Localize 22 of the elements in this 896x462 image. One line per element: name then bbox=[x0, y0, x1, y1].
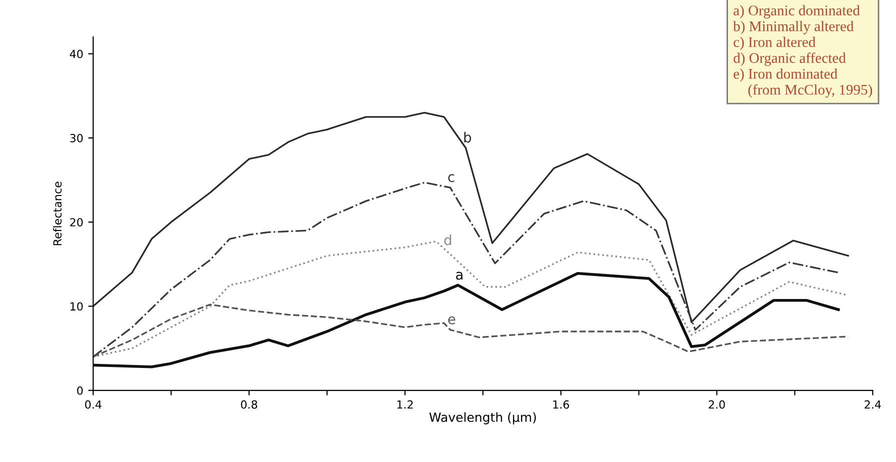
line-series bbox=[93, 112, 849, 324]
x-tick-label: 2.0 bbox=[708, 400, 725, 409]
series-label: d bbox=[444, 234, 452, 246]
x-tick-label: 1.6 bbox=[553, 400, 570, 409]
series-label: e bbox=[448, 316, 456, 324]
annotation: a) Organic dominated b) Minimally altered c) Iron altered d) Organic affected e) Iron dominated (from McCloy, 1995) bbox=[733, 5, 872, 98]
y-tick-label: 20 bbox=[70, 218, 83, 226]
y-tick-label: 30 bbox=[70, 134, 83, 142]
y-tick-label: 40 bbox=[70, 50, 83, 58]
y-tick-label: 0 bbox=[77, 386, 83, 395]
y-axis-title: Reflectance bbox=[53, 182, 62, 246]
series-label: b bbox=[464, 132, 472, 143]
x-tick-label: 0.8 bbox=[240, 400, 258, 409]
x-tick-label: 2.4 bbox=[864, 400, 881, 409]
y-tick-label: 10 bbox=[70, 302, 83, 311]
x-tick-label: 1.2 bbox=[397, 400, 413, 409]
series-label: a bbox=[456, 272, 462, 280]
x-tick-label: 0.4 bbox=[85, 400, 102, 409]
line-series bbox=[93, 182, 840, 358]
series-label: c bbox=[448, 174, 454, 182]
line-series bbox=[93, 272, 840, 368]
x-axis-title: Wavelength (µm) bbox=[429, 412, 536, 424]
